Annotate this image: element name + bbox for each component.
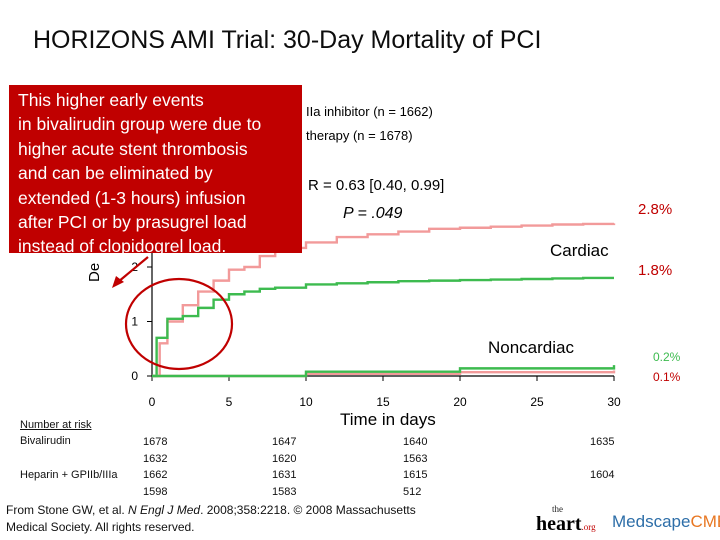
risk-cell: 1620 [272,453,297,465]
callout-line: after PCI or by prasugrel load [18,212,247,233]
cardiac-label: Cardiac [550,241,609,260]
risk-cell: 512 [403,486,422,498]
risk-cell: 1631 [272,469,297,481]
risk-table-header: Number at risk [20,419,92,431]
source-line2: Medical Society. All rights reserved. [6,520,195,534]
value-label-2-8: 2.8% [638,201,672,218]
medscape-cme-logo: MedscapeCME [612,512,720,532]
callout-line: instead of clopidogrel load. [18,236,227,257]
value-label-0-2: 0.2% [653,350,681,364]
value-label-0-1: 0.1% [653,370,681,384]
risk-cell: 1678 [143,436,168,448]
source-citation: From Stone GW, et al. N Engl J Med. 2008… [6,502,466,536]
x-tick-label: 0 [149,395,156,409]
x-tick-label: 15 [376,395,390,409]
risk-cell: 1563 [403,453,428,465]
risk-cell: 1647 [272,436,297,448]
series-line [152,365,616,378]
callout-line: extended (1-3 hours) infusion [18,187,246,208]
chart-labels: Cardiac Noncardiac 2.8% 1.8% 0.2% 0.1% Time in… [86,104,681,429]
risk-cell: 1615 [403,469,428,481]
series-line [152,276,614,378]
callout-line: and can be eliminated by [18,163,213,184]
theheart-logo-small: the [552,504,563,514]
legend-entry-heparin: therapy (n = 1678) [306,128,413,143]
y-tick-label: 0 [131,369,138,383]
medscape-logo-text: Medscape [612,512,691,531]
legend-entry-bivalirudin: IIa inhibitor (n = 1662) [306,104,433,119]
chart-series [152,222,616,378]
risk-label-bivalirudin: Bivalirudin [20,435,71,447]
theheart-logo: the heart.org [536,505,596,535]
source-rest: . 2008;358:2218. © 2008 Massachusetts [200,503,416,517]
risk-cell: 1640 [403,436,428,448]
risk-cell: 1598 [143,486,168,498]
x-tick-label: 30 [607,395,621,409]
callout-line: This higher early events [18,90,204,110]
callout-arrow-head [112,276,124,288]
cme-logo-text: CME [690,512,720,531]
source-journal: N Engl J Med [128,503,201,517]
y-tick-label: 1 [131,315,138,329]
risk-cell: 1583 [272,486,297,498]
risk-label-heparin: Heparin + GPIIb/IIIa [20,469,118,481]
slide-title: HORIZONS AMI Trial: 30-Day Mortality of … [33,26,542,54]
source-prefix: From Stone GW, et al. [6,503,129,517]
x-tick-label: 5 [226,395,233,409]
callout-line: higher acute stent thrombosis [18,138,248,159]
risk-cell: 1635 [590,436,615,448]
theheart-logo-big: heart [536,513,582,535]
value-label-1-8: 1.8% [638,262,672,279]
x-tick-label: 25 [530,395,544,409]
series-line [152,222,616,378]
risk-cell: 1604 [590,469,615,481]
x-tick-label: 20 [453,395,467,409]
callout-arrow-line [117,256,149,283]
highlight-circle [124,277,234,371]
x-tick-label: 10 [299,395,313,409]
x-axis-title: Time in days [340,410,436,429]
y-axis-title: De [86,263,103,282]
hazard-ratio-text: R = 0.63 [0.40, 0.99] [308,177,444,194]
risk-cell: 1632 [143,453,168,465]
callout-line: in bivalirudin group were due to [18,114,262,135]
noncardiac-label: Noncardiac [488,338,574,357]
theheart-logo-suffix: .org [581,522,596,532]
risk-cell: 1662 [143,469,168,481]
p-value-text: P = .049 [343,205,403,222]
callout-text: This higher early events in bivalirudin … [18,88,308,259]
callout-box [9,85,302,253]
